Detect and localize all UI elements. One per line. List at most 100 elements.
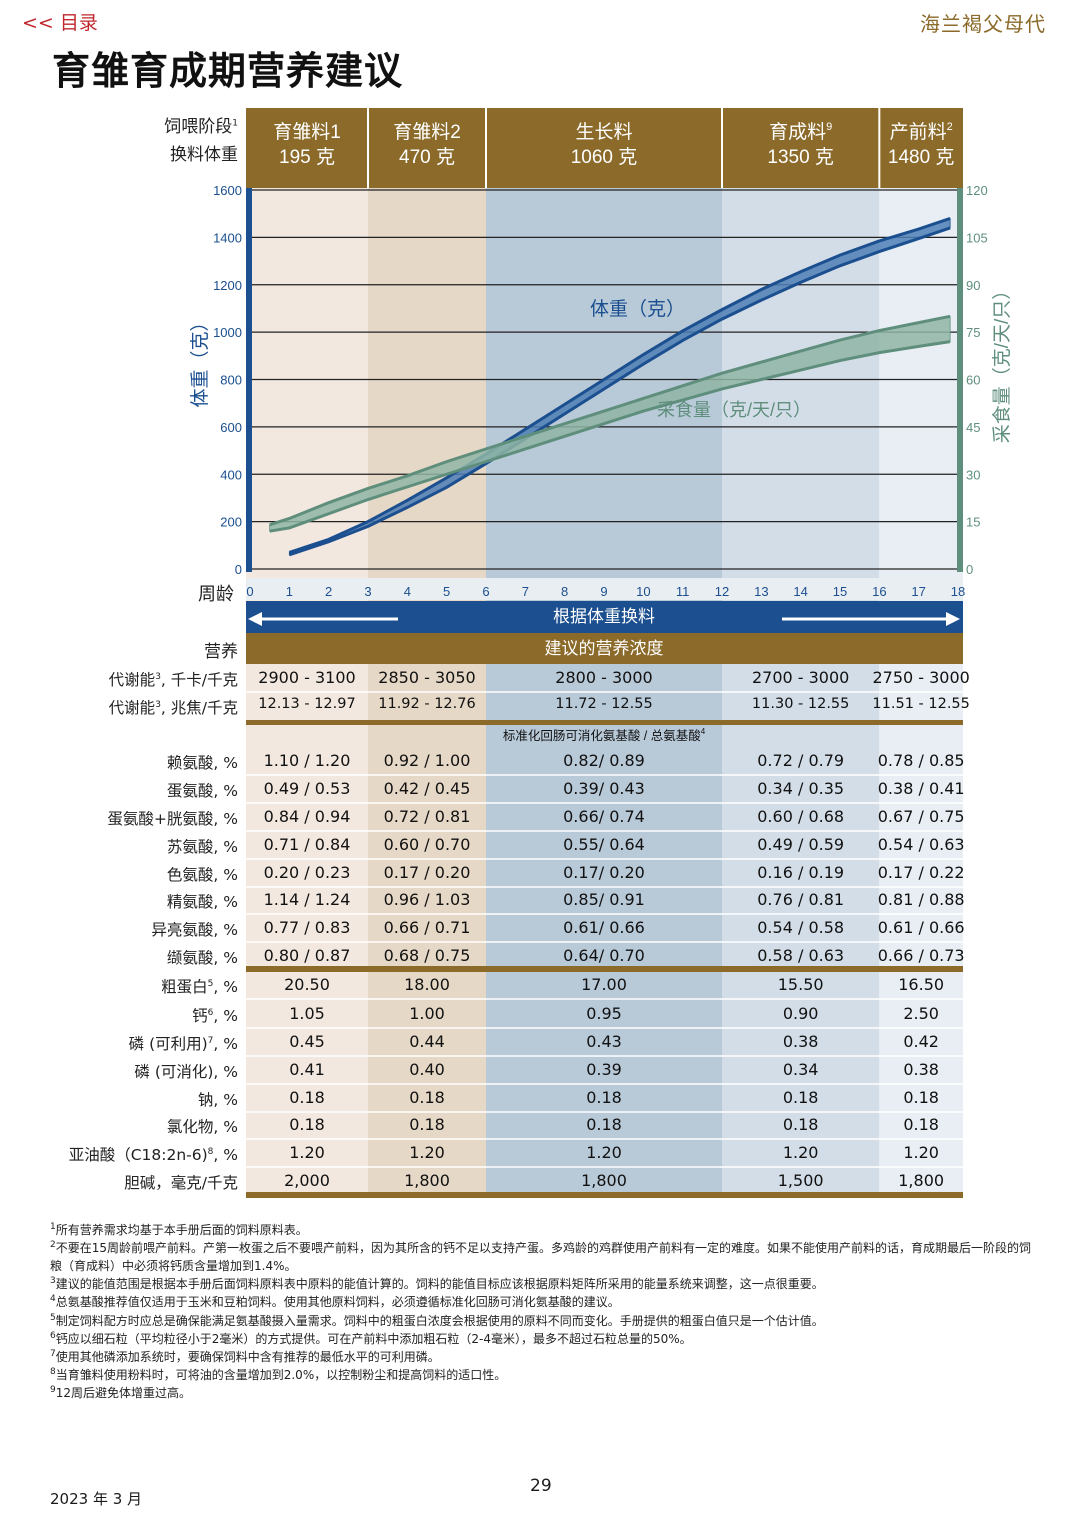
amino-row-value: 0.71 / 0.84 [263,835,351,854]
week-tick-label: 11 [676,584,690,599]
amino-row-value: 0.42 / 0.45 [383,779,471,798]
energy-row-value: 2900 - 3100 [258,668,356,687]
left-arrow-head [248,612,262,626]
footnote: 5制定饲料配方时应总是确保能满足氨基酸摄入量需求。饲料中的粗蛋白浓度会根据使用的… [50,1312,824,1328]
arrow-banner-label: 根据体重换料 [553,607,655,626]
other-row-value: 1.20 [409,1143,445,1162]
amino-row-value: 0.76 / 0.81 [757,890,845,909]
amino-row-value: 0.60 / 0.68 [757,807,845,826]
amino-row-value: 0.58 / 0.63 [757,946,845,965]
other-row-value: 0.18 [782,1115,819,1134]
amino-row-value: 0.49 / 0.53 [263,779,351,798]
other-row-value: 0.18 [289,1115,325,1134]
toc-link[interactable]: << 目录 [22,12,98,34]
other-row-value: 0.39 [586,1060,622,1079]
body-weight-label: 体重（克） [590,298,685,320]
amino-row-value: 0.82/ 0.89 [563,751,645,770]
amino-row-value: 0.17 / 0.22 [877,863,965,882]
page-title: 育雏育成期营养建议 [52,49,404,93]
energy-row-value: 2800 - 3000 [555,668,653,687]
amino-row-label: 精氨酸, % [166,893,238,911]
other-row-value: 0.18 [586,1115,622,1134]
amino-row-value: 0.66/ 0.74 [563,807,645,826]
amino-row-value: 0.55/ 0.64 [563,835,645,854]
other-row-value: 2.50 [903,1004,939,1023]
stage-header-bar [246,108,963,188]
other-row-label: 钠, % [197,1091,238,1109]
week-tick-label: 17 [911,584,925,599]
other-row-value: 1.20 [903,1143,939,1162]
page-number: 29 [530,1476,552,1496]
stage-weight: 470 克 [399,146,455,168]
body-weight-lower [288,226,951,557]
other-row-value: 18.00 [404,975,450,994]
other-row-value: 1,800 [898,1171,945,1190]
footnote: 3建议的能值范围是根据本手册后面饲料原料表中原料的能值计算的。饲料的能值目标应该… [50,1276,824,1292]
amino-row-value: 0.16 / 0.19 [757,863,845,882]
left-tick-label: 1600 [213,183,242,198]
other-row-value: 0.18 [903,1115,939,1134]
week-tick-label: 8 [561,584,568,599]
stage-name: 生长料 [575,121,632,143]
feed-intake-label: 采食量（克/天/只） [657,400,811,420]
other-row-value: 0.38 [782,1032,819,1051]
right-tick-label: 120 [966,183,988,198]
arrow-banner [246,601,963,633]
body-weight-upper [288,217,951,554]
amino-row-label: 蛋氨酸+胱氨酸, % [107,810,238,828]
week-tick-label: 13 [754,584,768,599]
amino-row-value: 0.61/ 0.66 [563,918,645,937]
stage-weight: 195 克 [279,146,335,168]
other-row-value: 0.40 [409,1060,445,1079]
amino-row-value: 0.78 / 0.85 [877,751,965,770]
stage-weight: 1060 克 [571,146,638,168]
amino-row-value: 0.17/ 0.20 [563,863,645,882]
week-tick-label: 7 [522,584,529,599]
gold-rule [246,966,963,972]
amino-row-value: 0.20 / 0.23 [263,863,351,882]
week-tick-label: 2 [325,584,332,599]
amino-row-value: 0.54 / 0.63 [877,835,965,854]
left-axis-bar [246,188,252,572]
other-row-value: 1,800 [581,1171,627,1190]
left-tick-label: 1200 [213,278,242,293]
other-row-value: 0.90 [782,1004,819,1023]
amino-row-value: 0.81 / 0.88 [877,890,965,909]
amino-row-value: 0.67 / 0.75 [877,807,965,826]
other-row-value: 1.05 [289,1004,325,1023]
stage-name: 育雏料1 [273,121,341,143]
right-tick-label: 75 [966,325,980,340]
amino-row-value: 0.92 / 1.00 [383,751,471,770]
y-left-label: 体重（克） [189,312,211,407]
energy-row-label: 代谢能3, 千卡/千克 [108,671,238,689]
other-row-label: 钙6, % [192,1007,238,1025]
week-tick-label: 3 [364,584,371,599]
other-row-value: 15.50 [777,975,824,994]
energy-row-label: 代谢能3, 兆焦/千克 [108,699,238,717]
other-row-value: 0.43 [586,1032,622,1051]
energy-row-value: 2750 - 3000 [872,668,970,687]
footnote: 4总氨基酸推荐值仅适用于玉米和豆粕饲料。使用其他原料饲料，必须遵循标准化回肠可消… [50,1294,620,1310]
left-tick-label: 600 [220,420,242,435]
energy-row-value: 11.51 - 12.55 [872,696,970,712]
amino-row-value: 0.38 / 0.41 [877,779,965,798]
other-row-value: 0.38 [903,1060,939,1079]
other-row-value: 0.18 [409,1115,445,1134]
left-tick-label: 1400 [213,230,242,245]
right-tick-label: 30 [966,467,980,482]
left-tick-label: 400 [220,467,242,482]
week-tick-label: 14 [793,584,807,599]
publish-date: 2023 年 3 月 [50,1490,143,1508]
right-tick-label: 45 [966,420,980,435]
amino-row-value: 0.84 / 0.94 [263,807,351,826]
left-tick-label: 800 [220,373,242,388]
left-tick-label: 200 [220,515,242,530]
other-row-value: 0.18 [409,1088,445,1107]
other-row-value: 1.20 [782,1143,819,1162]
brand-name: 海兰褐父母代 [920,12,1046,36]
feed-intake-lower [269,340,951,533]
other-row-label: 亚油酸（C18:2n-6)8, % [68,1146,238,1164]
other-row-value: 1.00 [409,1004,445,1023]
week-tick-label: 5 [443,584,450,599]
